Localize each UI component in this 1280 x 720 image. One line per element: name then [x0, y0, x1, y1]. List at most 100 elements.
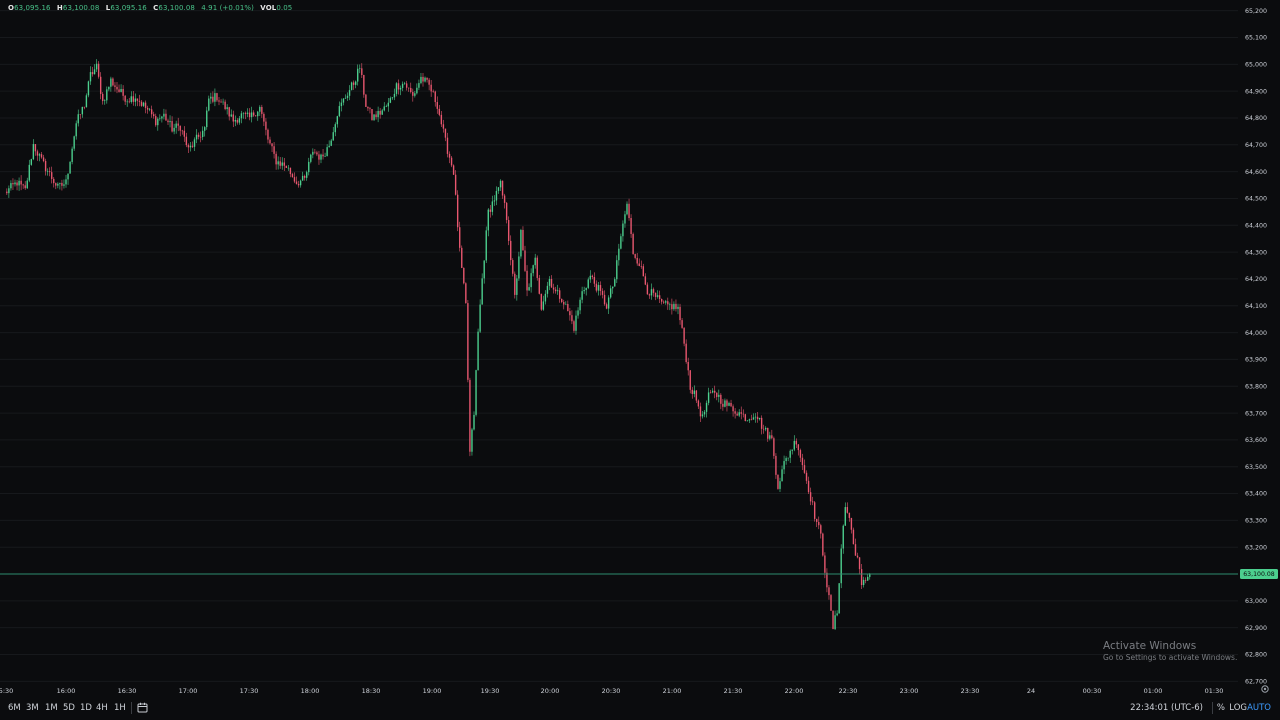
candle [187, 143, 190, 154]
candle [442, 119, 445, 133]
y-tick-label: 62,700 [1245, 679, 1267, 686]
timeframe-3m[interactable]: 3M [26, 703, 39, 713]
candle [134, 93, 137, 107]
candle [161, 115, 163, 123]
timeframe-5d[interactable]: 5D [63, 703, 75, 713]
candle [695, 390, 698, 403]
y-tick-label: 65,100 [1245, 35, 1267, 42]
candle [748, 418, 751, 424]
candle [769, 431, 771, 441]
candle [503, 193, 506, 209]
candle [530, 268, 532, 293]
clock-readout[interactable]: 22:34:01 (UTC-6) [1130, 703, 1203, 713]
timeframe-1d[interactable]: 1D [80, 703, 92, 713]
candle [461, 245, 463, 269]
candle [842, 524, 844, 554]
candle [363, 74, 365, 98]
auto-toggle[interactable]: AUTO [1247, 703, 1271, 713]
x-tick-label: 20:30 [602, 687, 621, 695]
candle [181, 129, 183, 135]
candle [622, 220, 624, 242]
candle [648, 293, 651, 299]
candle [71, 146, 73, 165]
log-toggle[interactable]: LOG [1229, 703, 1247, 713]
timeframe-1m[interactable]: 1M [45, 703, 58, 713]
watermark-subtitle: Go to Settings to activate Windows. [1103, 653, 1238, 662]
candle [389, 96, 392, 104]
candle [67, 173, 69, 185]
candle [573, 319, 575, 333]
candle [357, 64, 359, 86]
candle [683, 327, 685, 347]
timeframe-6m[interactable]: 6M [8, 703, 21, 713]
candle [130, 91, 132, 104]
candle [281, 157, 283, 170]
candle [587, 277, 589, 290]
current-price-label: 63,100.08 [1243, 571, 1275, 578]
candle [593, 272, 596, 287]
volume-value: 0.05 [276, 4, 293, 12]
candle [191, 141, 194, 149]
activate-windows-watermark: Activate Windows Go to Settings to activ… [1103, 640, 1237, 662]
candle [554, 286, 557, 294]
candle [140, 100, 143, 107]
gear-icon[interactable] [1260, 684, 1270, 694]
candle [636, 253, 638, 266]
candle [395, 82, 398, 97]
candle [432, 89, 434, 93]
candle [477, 328, 479, 371]
candle [124, 95, 126, 106]
candle [385, 104, 387, 108]
candle [789, 449, 791, 463]
candle [485, 226, 487, 263]
candle [261, 104, 263, 118]
candle [173, 123, 175, 135]
candle [487, 208, 489, 237]
candle [120, 84, 122, 93]
candle [277, 156, 279, 170]
candle [836, 610, 838, 617]
candle [791, 449, 793, 455]
x-tick-label: 17:00 [179, 687, 198, 695]
candle [275, 151, 277, 170]
candle [401, 81, 404, 92]
candle [403, 81, 406, 85]
y-tick-label: 63,400 [1245, 491, 1267, 498]
timeframe-4h[interactable]: 4H [96, 703, 108, 713]
y-tick-label: 63,600 [1245, 437, 1267, 444]
timeframe-1h[interactable]: 1H [114, 703, 126, 713]
y-tick-label: 63,900 [1245, 357, 1267, 364]
toolbar-divider [131, 702, 132, 714]
y-tick-label: 64,200 [1245, 276, 1267, 283]
candle [640, 260, 642, 269]
candle [195, 129, 198, 144]
candle [59, 182, 61, 190]
candle [816, 518, 818, 528]
low-key: L [105, 4, 111, 12]
candle [269, 136, 271, 145]
candle [104, 99, 106, 105]
time-axis[interactable]: 5:30 16:00 16:30 17:00 17:30 18:00 18:30 19:00 1… [0, 687, 1223, 695]
candle [634, 253, 636, 260]
candle [473, 411, 475, 431]
candle [348, 85, 351, 101]
candle [724, 398, 726, 408]
y-tick-label: 64,700 [1245, 142, 1267, 149]
candle [73, 135, 75, 151]
candle [540, 293, 543, 311]
calendar-range-icon[interactable] [137, 702, 148, 713]
candle [787, 457, 789, 462]
candle [760, 415, 763, 435]
candle [177, 117, 179, 132]
toolbar-divider-right [1212, 702, 1213, 714]
candle [114, 82, 116, 92]
candle [703, 410, 706, 418]
candle [722, 399, 724, 411]
candle [799, 448, 802, 462]
candle [687, 357, 689, 376]
candle [185, 132, 188, 148]
percent-toggle[interactable]: % [1216, 703, 1225, 713]
candle [838, 583, 840, 614]
x-tick-label: 22:00 [785, 687, 804, 695]
